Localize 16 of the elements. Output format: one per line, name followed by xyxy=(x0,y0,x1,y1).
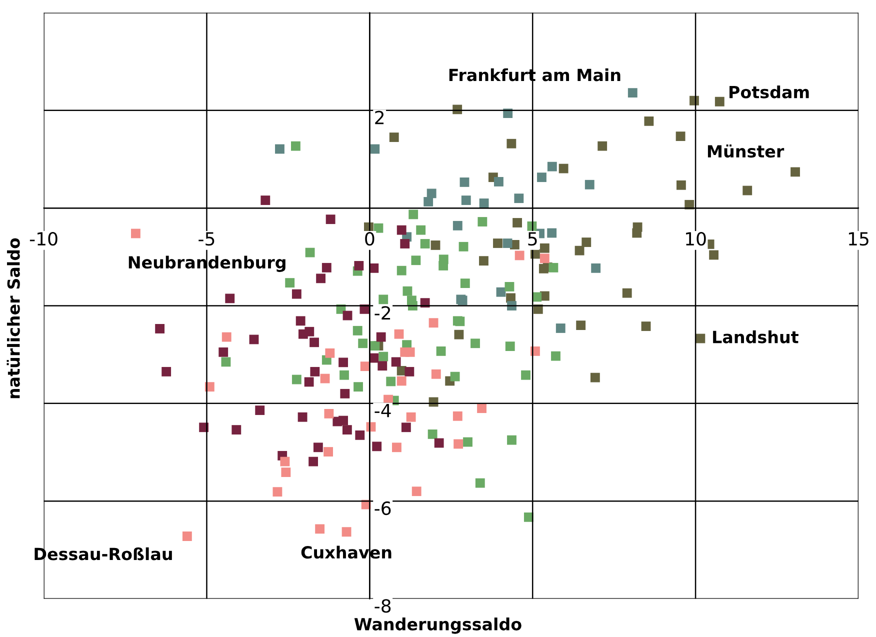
x-tick-label: -5 xyxy=(198,232,214,246)
y-tick-label: -6 xyxy=(374,501,391,516)
x-tick-label: 5 xyxy=(528,232,537,246)
x-tick-label: -10 xyxy=(30,232,58,246)
y-axis-title: natürlicher Saldo xyxy=(6,238,20,398)
annotation: Landshut xyxy=(713,330,798,344)
x-axis-title: Wanderungssaldo xyxy=(354,618,522,634)
annotation: Potsdam xyxy=(730,85,809,98)
x-tick-label: 0 xyxy=(365,232,374,246)
annotation: Münster xyxy=(708,144,784,158)
y-tick-label: -2 xyxy=(374,306,390,320)
y-tick-label: 2 xyxy=(375,110,384,124)
y-tick-label: -4 xyxy=(374,404,391,418)
y-tick-label: -8 xyxy=(374,599,391,613)
x-tick-label: 15 xyxy=(848,232,868,246)
x-tick-label: 10 xyxy=(686,232,706,246)
